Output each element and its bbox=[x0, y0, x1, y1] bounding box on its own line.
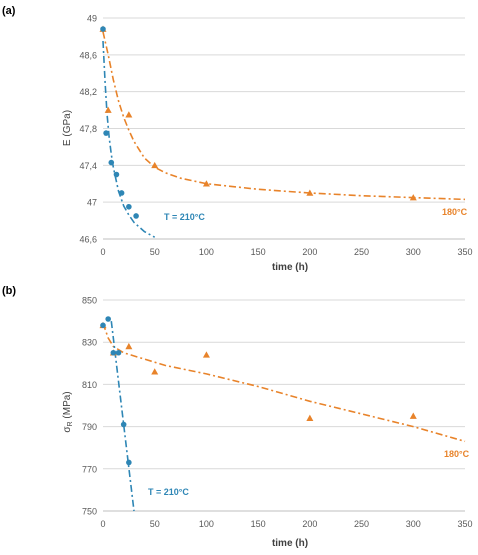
trend-line-180 bbox=[102, 31, 466, 201]
data-point-circle bbox=[118, 190, 125, 196]
trend-lines bbox=[102, 31, 466, 238]
y-tick-label: 850 bbox=[82, 296, 97, 306]
trend-lines bbox=[102, 321, 466, 512]
data-points bbox=[99, 316, 417, 466]
data-point-circle bbox=[133, 213, 139, 219]
y-tick-label: 48,2 bbox=[79, 87, 97, 97]
data-point-circle bbox=[110, 349, 117, 356]
x-tick-label: 350 bbox=[457, 519, 472, 529]
panel-a: (a) 46,6 47 47,4 47,8 48,2 48,6 49 0 50 100 150 20… bbox=[2, 5, 473, 273]
data-point-circle bbox=[126, 459, 132, 466]
y-tick-label: 810 bbox=[82, 380, 97, 390]
x-tick-label: 350 bbox=[457, 247, 472, 257]
x-tick-labels: 0 50 100 150 200 250 300 350 bbox=[100, 247, 472, 257]
series-label-180: 180°C bbox=[444, 449, 470, 459]
x-tick-label: 150 bbox=[251, 247, 266, 257]
data-point-circle bbox=[126, 203, 132, 210]
x-tick-labels: 0 50 100 150 200 250 300 350 bbox=[100, 519, 472, 529]
x-tick-label: 200 bbox=[302, 519, 317, 529]
data-point-triangle bbox=[409, 194, 417, 201]
y-tick-label: 790 bbox=[82, 422, 97, 432]
y-tick-label: 750 bbox=[82, 507, 97, 517]
y-axis-label: E (GPa) bbox=[62, 110, 73, 146]
series-label-210: T = 210°C bbox=[148, 487, 189, 497]
y-tick-label: 47,8 bbox=[79, 124, 97, 134]
data-point-triangle bbox=[151, 368, 159, 375]
x-tick-label: 0 bbox=[100, 519, 105, 529]
y-tick-label: 47,4 bbox=[79, 161, 97, 171]
data-point-triangle bbox=[202, 351, 210, 358]
data-point-circle bbox=[113, 171, 120, 178]
data-point-triangle bbox=[202, 180, 210, 187]
x-axis-label: time (h) bbox=[272, 262, 308, 273]
x-tick-label: 100 bbox=[199, 247, 214, 257]
x-tick-label: 150 bbox=[251, 519, 266, 529]
panel-label: (a) bbox=[2, 5, 16, 17]
data-point-circle bbox=[100, 322, 106, 329]
data-point-circle bbox=[103, 130, 109, 136]
trend-line-210 bbox=[102, 40, 156, 238]
x-tick-label: 250 bbox=[354, 519, 369, 529]
x-tick-label: 50 bbox=[150, 247, 160, 257]
x-tick-label: 50 bbox=[150, 519, 160, 529]
x-tick-label: 200 bbox=[302, 247, 317, 257]
x-tick-label: 0 bbox=[100, 247, 105, 257]
y-tick-label: 49 bbox=[87, 14, 97, 24]
trend-line-210 bbox=[110, 321, 135, 512]
y-tick-label: 770 bbox=[82, 464, 97, 474]
x-tick-label: 300 bbox=[406, 519, 421, 529]
data-point-triangle bbox=[125, 111, 133, 118]
x-tick-label: 300 bbox=[406, 247, 421, 257]
data-point-circle bbox=[100, 26, 106, 32]
data-point-circle bbox=[108, 159, 115, 166]
panel-b: (b) 750 770 790 810 830 850 0 50 100 150 200 250 30… bbox=[2, 285, 473, 549]
trend-line-180 bbox=[102, 322, 466, 443]
series-label-180: 180°C bbox=[442, 207, 468, 217]
y-tick-labels: 750 770 790 810 830 850 bbox=[82, 296, 97, 517]
data-point-triangle bbox=[104, 106, 112, 113]
x-axis-label: time (h) bbox=[272, 538, 308, 549]
panel-label: (b) bbox=[2, 285, 16, 297]
data-point-triangle bbox=[125, 342, 133, 350]
data-point-circle bbox=[120, 421, 127, 428]
data-point-triangle bbox=[151, 161, 159, 169]
x-tick-label: 250 bbox=[354, 247, 369, 257]
y-tick-label: 47 bbox=[87, 198, 97, 208]
x-tick-label: 100 bbox=[199, 519, 214, 529]
y-axis-label: σR (MPa) bbox=[62, 391, 74, 432]
y-tick-label: 46,6 bbox=[79, 235, 97, 245]
data-point-triangle bbox=[306, 414, 314, 421]
y-tick-labels: 46,6 47 47,4 47,8 48,2 48,6 49 bbox=[79, 14, 97, 245]
grid-lines bbox=[103, 17, 465, 203]
y-tick-label: 48,6 bbox=[79, 50, 97, 60]
y-tick-label: 830 bbox=[82, 338, 97, 348]
data-points bbox=[99, 25, 417, 219]
grid-lines bbox=[103, 299, 465, 470]
data-point-circle bbox=[115, 349, 122, 356]
data-point-triangle bbox=[306, 189, 314, 196]
data-point-triangle bbox=[409, 412, 417, 419]
series-label-210: T = 210°C bbox=[164, 212, 205, 222]
data-point-circle bbox=[105, 316, 111, 322]
